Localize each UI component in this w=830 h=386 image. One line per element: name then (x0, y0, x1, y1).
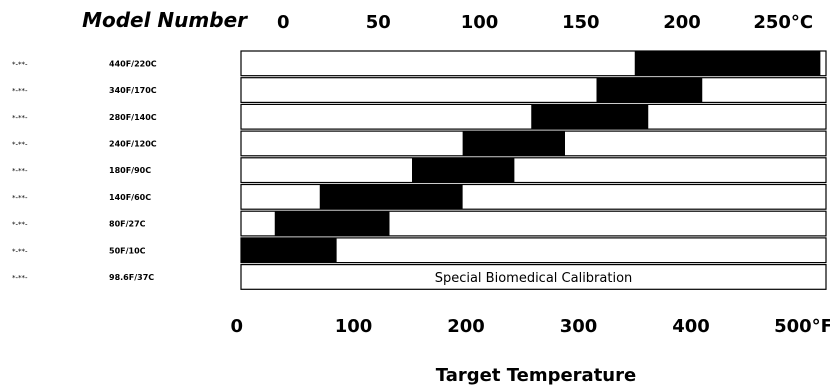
range-bar (596, 77, 703, 103)
model-number: *-**- (12, 247, 28, 255)
row-track (240, 77, 827, 103)
row-track (240, 157, 827, 184)
range-bar (462, 131, 565, 156)
model-number: *-**- (12, 114, 28, 122)
model-number: *-**- (12, 221, 28, 229)
celsius-tick-label: 200 (663, 12, 701, 33)
range-bar (531, 104, 649, 130)
range-rows: *-**- 440F/220C *-**- 340F/170C *-**- 280F/14… (12, 50, 827, 290)
range-label: 440F/220C (109, 59, 157, 68)
fahrenheit-tick-label: 0 (230, 316, 243, 337)
range-row: *-**- 50F/10C (12, 237, 827, 264)
range-label: 98.6F/37C (109, 273, 154, 282)
celsius-tick-label: 250°C (753, 12, 813, 33)
range-label: 340F/170C (109, 86, 157, 95)
range-row: *-**- 98.6F/37C Special Biomedical Calibra… (12, 264, 827, 290)
range-row: *-**- 140F/60C (12, 183, 827, 210)
model-number: *-**- (12, 194, 28, 202)
fahrenheit-tick-label: 100 (335, 316, 373, 337)
fahrenheit-tick-label: 200 (447, 316, 485, 337)
range-row: *-**- 80F/27C (12, 210, 827, 237)
range-label: 280F/140C (109, 113, 157, 122)
range-bar (319, 184, 463, 210)
celsius-tick-label: 0 (277, 12, 290, 33)
range-label: 50F/10C (109, 246, 146, 255)
range-bar (241, 237, 337, 263)
model-number: *-**- (12, 167, 28, 175)
range-label: 80F/27C (109, 220, 146, 229)
model-number: *-**- (12, 274, 28, 282)
range-label: 240F/120C (109, 139, 157, 148)
celsius-axis: 0 50 100 150 200 250°C (277, 12, 813, 33)
fahrenheit-tick-label: 300 (560, 316, 598, 337)
model-number: *-**- (12, 87, 28, 95)
range-label: 180F/90C (109, 166, 151, 175)
fahrenheit-tick-label: 400 (672, 316, 710, 337)
row-track (240, 264, 827, 290)
celsius-tick-label: 50 (366, 12, 391, 33)
range-row: *-**- 280F/140C (12, 103, 827, 130)
range-label: 140F/60C (109, 193, 151, 202)
calibration-note: Special Biomedical Calibration (435, 271, 633, 286)
model-number: *-**- (12, 60, 28, 68)
model-number-header: Model Number (82, 8, 248, 32)
range-bar (274, 211, 390, 236)
range-row: *-**- 240F/120C (12, 130, 827, 157)
range-row: *-**- 440F/220C (12, 50, 827, 77)
range-row: *-**- 180F/90C (12, 157, 827, 184)
fahrenheit-tick-label: 500°F (774, 316, 830, 337)
model-number: *-**- (12, 140, 28, 148)
range-bar (412, 157, 515, 183)
fahrenheit-axis: 0 100 200 300 400 500°F (230, 316, 830, 337)
range-bar (634, 51, 821, 76)
celsius-tick-label: 150 (562, 12, 600, 33)
x-axis-title: Target Temperature (436, 365, 636, 386)
range-row: *-**- 340F/170C (12, 77, 827, 103)
celsius-tick-label: 100 (461, 12, 499, 33)
